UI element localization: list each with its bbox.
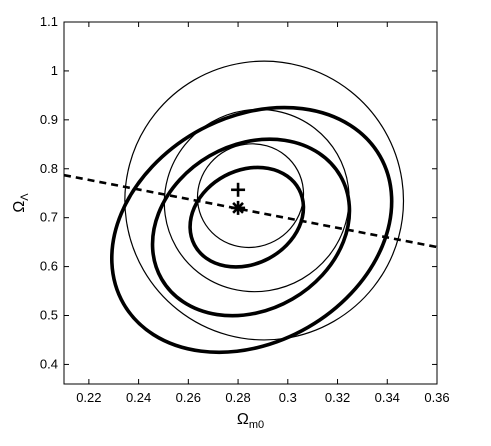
thick-contour-3 bbox=[110, 105, 394, 355]
tick-group: 0.22 0.24 0.26 0.28 0.3 0.32 0.34 0.36 0.4 0.5 0.6… bbox=[40, 14, 450, 405]
y-tick-label: 0.4 bbox=[40, 356, 58, 371]
x-tick-label: 0.24 bbox=[126, 390, 151, 405]
x-tick-label: 0.26 bbox=[176, 390, 201, 405]
x-tick-label: 0.32 bbox=[325, 390, 350, 405]
thin-contour-2 bbox=[163, 108, 350, 293]
marker-group bbox=[231, 182, 246, 215]
plus-marker bbox=[231, 182, 246, 197]
x-tick-label: 0.3 bbox=[279, 390, 297, 405]
y-axis-label-main: Ω bbox=[11, 201, 28, 213]
y-tick-label: 0.5 bbox=[40, 308, 58, 323]
y-tick-label: 1.1 bbox=[40, 14, 58, 29]
y-tick-label: 0.7 bbox=[40, 210, 58, 225]
y-axis-label-sub: Λ bbox=[19, 193, 31, 201]
contour-group bbox=[110, 60, 405, 355]
thin-contour-3 bbox=[124, 60, 405, 341]
y-tick-label: 0.6 bbox=[40, 259, 58, 274]
y-axis-label: ΩΛ bbox=[11, 193, 31, 213]
y-tick-label: 0.8 bbox=[40, 161, 58, 176]
x-tick-label: 0.22 bbox=[76, 390, 101, 405]
x-tick-label: 0.28 bbox=[225, 390, 250, 405]
x-tick-label: 0.36 bbox=[424, 390, 449, 405]
x-tick-label: 0.34 bbox=[375, 390, 400, 405]
star-marker bbox=[231, 200, 246, 215]
y-tick-label: 1 bbox=[51, 63, 58, 78]
dashed-line bbox=[64, 173, 437, 249]
thick-contour-1 bbox=[188, 165, 306, 269]
thin-contour-1 bbox=[196, 143, 305, 249]
thick-contour-2 bbox=[150, 137, 352, 318]
axes-box bbox=[63, 21, 438, 385]
x-axis-label-main: Ω bbox=[237, 411, 249, 428]
x-axis-label-sub: m0 bbox=[249, 419, 264, 431]
y-tick-label: 0.9 bbox=[40, 112, 58, 127]
x-axis-label: Ωm0 bbox=[237, 411, 264, 431]
dashed-line-group bbox=[64, 173, 437, 249]
